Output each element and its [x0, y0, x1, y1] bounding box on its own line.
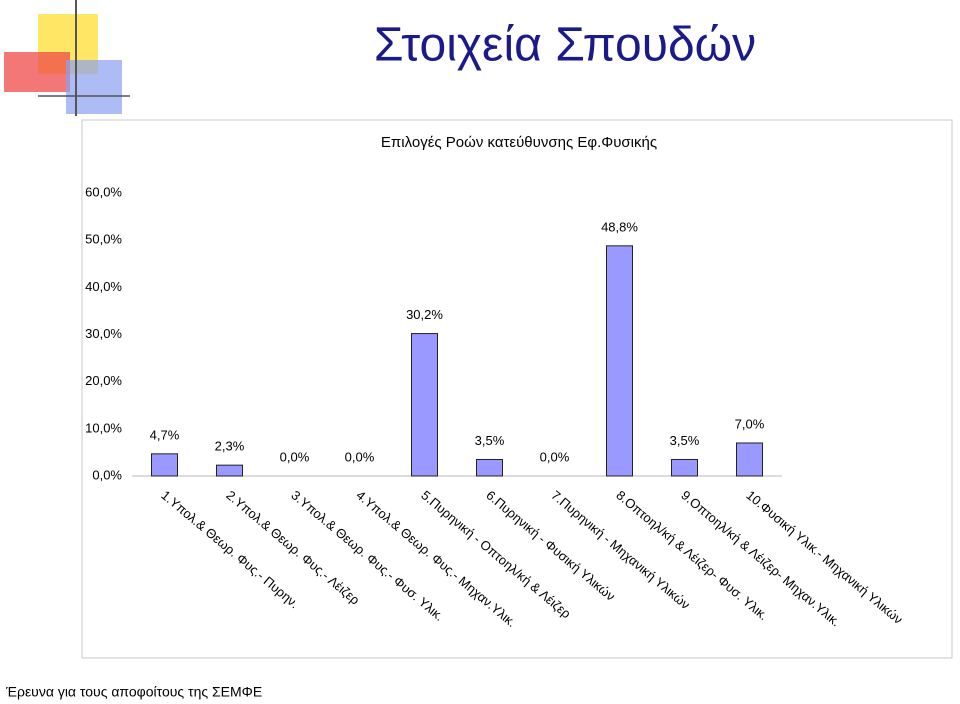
value-label: 3,5%: [670, 433, 700, 448]
chart-frame: [81, 119, 953, 659]
value-label: 0,0%: [345, 449, 375, 464]
chart-title: Επιλογές Ροών κατεύθυνσης Εφ.Φυσικής: [381, 134, 657, 151]
bar: [671, 458, 698, 477]
bar: [736, 442, 763, 477]
x-tick-label: 7.Πυρηνική - Μηχανική Υλικών: [548, 487, 693, 612]
bar: [216, 464, 243, 477]
value-label: 3,5%: [475, 433, 505, 448]
bar: [151, 453, 178, 477]
y-tick-label: 10,0%: [85, 420, 122, 435]
value-label: 4,7%: [150, 427, 180, 442]
value-label: 0,0%: [540, 449, 570, 464]
y-tick-label: 0,0%: [92, 467, 122, 482]
y-tick-label: 20,0%: [85, 373, 122, 388]
y-tick-label: 50,0%: [85, 232, 122, 247]
y-tick-label: 30,0%: [85, 326, 122, 341]
x-tick-label: 1.Υπολ.& Θεωρ. Φυς.- Πυρην.: [158, 487, 302, 611]
value-label: 0,0%: [280, 449, 310, 464]
value-label: 30,2%: [406, 307, 443, 322]
value-label: 2,3%: [215, 439, 245, 454]
value-label: 7,0%: [735, 416, 765, 431]
y-tick-label: 60,0%: [85, 184, 122, 199]
x-tick-label: 6.Πυρηνική - Φυσική Υλικών: [483, 487, 618, 603]
x-tick-label: 2.Υπολ.& Θεωρ. Φυς.- Λέιζερ: [223, 487, 362, 607]
footer: Έρευνα για τους αποφοίτους της ΣΕΜΦΕ: [5, 684, 262, 700]
slide-title: Στοιχεία Σπουδών: [374, 19, 756, 72]
bar: [411, 333, 438, 477]
value-label: 48,8%: [601, 219, 638, 234]
bar: [476, 458, 503, 477]
y-tick-label: 40,0%: [85, 279, 122, 294]
bar: [606, 245, 633, 477]
logo: [4, 0, 130, 116]
